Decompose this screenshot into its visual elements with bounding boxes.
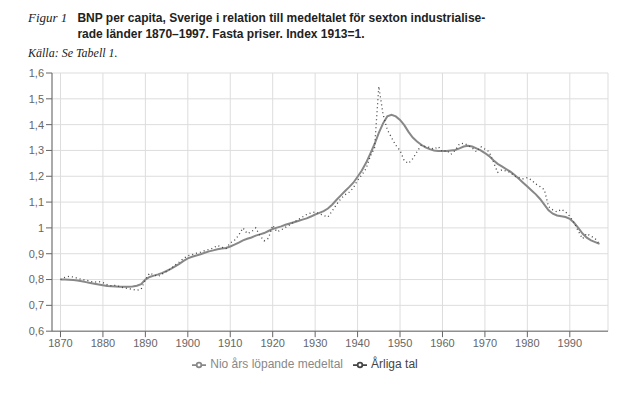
svg-text:1,1: 1,1 [29, 196, 44, 208]
svg-text:0,6: 0,6 [29, 325, 44, 337]
svg-text:1900: 1900 [176, 337, 200, 349]
svg-text:1920: 1920 [260, 337, 284, 349]
svg-text:1,6: 1,6 [29, 67, 44, 79]
svg-text:1910: 1910 [218, 337, 242, 349]
svg-text:1960: 1960 [430, 337, 454, 349]
svg-text:1950: 1950 [388, 337, 412, 349]
svg-text:1,2: 1,2 [29, 170, 44, 182]
html-text:Figur 1: Figur 1 [28, 10, 68, 25]
html-text:rade länder 1870–1997. Fasta p: rade länder 1870–1997. Fasta priser. Ind… [77, 27, 365, 41]
svg-text:1990: 1990 [558, 337, 582, 349]
html-text:Årliga tal: Årliga tal [371, 357, 418, 372]
svg-text:1,5: 1,5 [29, 93, 44, 105]
svg-text:1880: 1880 [91, 337, 115, 349]
svg-text:0,8: 0,8 [29, 273, 44, 285]
svg-text:1: 1 [38, 222, 44, 234]
svg-text:1870: 1870 [48, 337, 72, 349]
svg-text:1980: 1980 [515, 337, 539, 349]
svg-text:1940: 1940 [345, 337, 369, 349]
svg-text:1,4: 1,4 [29, 119, 44, 131]
svg-text:1930: 1930 [303, 337, 327, 349]
svg-text:0,7: 0,7 [29, 299, 44, 311]
html-text:Nio års löpande medeltal: Nio års löpande medeltal [210, 357, 343, 372]
svg-text:1,3: 1,3 [29, 144, 44, 156]
svg-text:1970: 1970 [473, 337, 497, 349]
svg-text:1890: 1890 [133, 337, 157, 349]
svg-text:0,9: 0,9 [29, 248, 44, 260]
html-text:Källa: Se Tabell 1.: Källa: Se Tabell 1. [28, 46, 118, 60]
html-text:BNP per capita, Sverige i rela: BNP per capita, Sverige i relation till … [77, 11, 486, 25]
